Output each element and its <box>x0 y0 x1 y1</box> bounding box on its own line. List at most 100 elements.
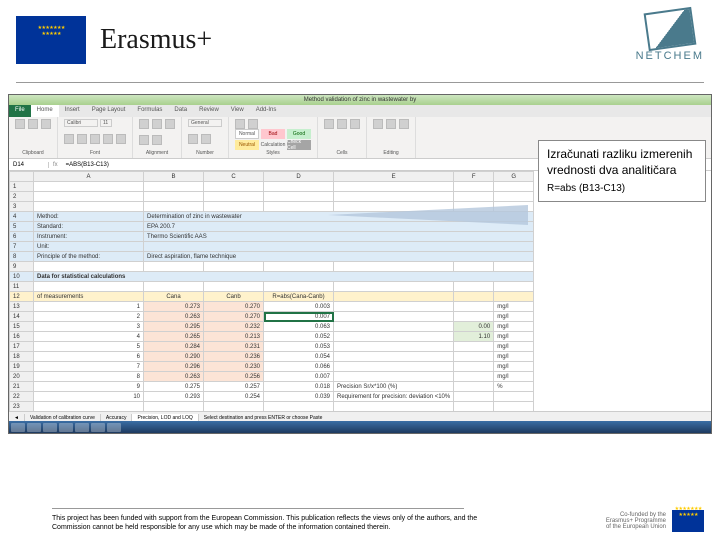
cell[interactable] <box>454 262 494 272</box>
cell[interactable] <box>144 182 204 192</box>
taskbar-item[interactable] <box>59 423 73 432</box>
taskbar-item[interactable] <box>107 423 121 432</box>
cell[interactable] <box>454 292 494 302</box>
font-name-select[interactable]: Calibri <box>64 119 98 127</box>
cell[interactable] <box>204 202 264 212</box>
cell[interactable] <box>264 262 334 272</box>
cell[interactable]: mg/l <box>494 342 534 352</box>
cell[interactable] <box>454 302 494 312</box>
copy-icon[interactable] <box>41 119 51 129</box>
row-hdr[interactable]: 15 <box>10 322 34 332</box>
taskbar-item[interactable] <box>27 423 41 432</box>
row-hdr[interactable]: 12 <box>10 292 34 302</box>
col-d[interactable]: D <box>264 172 334 182</box>
cell[interactable]: Precision Sr/x*100 (%) <box>334 382 454 392</box>
tab-view[interactable]: View <box>225 105 250 117</box>
cell[interactable]: 1.10 <box>454 332 494 342</box>
cell[interactable] <box>34 202 144 212</box>
cell[interactable]: 1 <box>34 302 144 312</box>
cell[interactable] <box>334 312 454 322</box>
corner-cell[interactable] <box>10 172 34 182</box>
cell[interactable] <box>264 182 334 192</box>
format-cell-icon[interactable] <box>350 119 360 129</box>
tab-review[interactable]: Review <box>193 105 225 117</box>
cell[interactable] <box>494 182 534 192</box>
cell[interactable]: 5 <box>34 342 144 352</box>
style-calc[interactable]: Calculation <box>261 140 285 150</box>
cell[interactable] <box>204 282 264 292</box>
cell[interactable] <box>334 192 454 202</box>
row-hdr[interactable]: 10 <box>10 272 34 282</box>
cell[interactable] <box>494 192 534 202</box>
cell[interactable]: Unit: <box>34 242 144 252</box>
align-left-icon[interactable] <box>139 119 149 129</box>
cell[interactable] <box>454 342 494 352</box>
bold-icon[interactable] <box>64 134 74 144</box>
cell[interactable]: Canb <box>204 292 264 302</box>
font-size-select[interactable]: 11 <box>100 119 112 127</box>
tab-formulas[interactable]: Formulas <box>131 105 168 117</box>
cell[interactable]: 0.231 <box>204 342 264 352</box>
cell[interactable] <box>264 202 334 212</box>
cell[interactable]: 8 <box>34 372 144 382</box>
cell[interactable] <box>454 362 494 372</box>
tab-addins[interactable]: Add-Ins <box>250 105 283 117</box>
border-icon[interactable] <box>103 134 113 144</box>
cell[interactable] <box>334 282 454 292</box>
cell[interactable]: 0.256 <box>204 372 264 382</box>
tab-data[interactable]: Data <box>168 105 193 117</box>
cell[interactable]: 0.273 <box>144 302 204 312</box>
cell[interactable]: 0.257 <box>204 382 264 392</box>
cell[interactable] <box>334 292 454 302</box>
row-hdr[interactable]: 20 <box>10 372 34 382</box>
row-hdr[interactable]: 8 <box>10 252 34 262</box>
cell[interactable]: 0.052 <box>264 332 334 342</box>
cell[interactable] <box>494 292 534 302</box>
cell[interactable] <box>334 352 454 362</box>
style-bad[interactable]: Bad <box>261 129 285 139</box>
cell[interactable] <box>204 262 264 272</box>
row-hdr[interactable]: 22 <box>10 392 34 402</box>
cell[interactable]: mg/l <box>494 332 534 342</box>
cell[interactable] <box>264 282 334 292</box>
cell[interactable]: 0.063 <box>264 322 334 332</box>
taskbar-item[interactable] <box>43 423 57 432</box>
row-hdr[interactable]: 13 <box>10 302 34 312</box>
cell[interactable] <box>264 192 334 202</box>
cell[interactable] <box>144 202 204 212</box>
underline-icon[interactable] <box>90 134 100 144</box>
col-g[interactable]: G <box>494 172 534 182</box>
sort-icon[interactable] <box>386 119 396 129</box>
find-icon[interactable] <box>399 119 409 129</box>
insert-cell-icon[interactable] <box>324 119 334 129</box>
cell[interactable] <box>34 192 144 202</box>
cell[interactable] <box>494 402 534 412</box>
row-hdr[interactable]: 4 <box>10 212 34 222</box>
row-hdr[interactable]: 23 <box>10 402 34 412</box>
cell[interactable]: 0.213 <box>204 332 264 342</box>
cell[interactable]: Method: <box>34 212 144 222</box>
cell[interactable]: mg/l <box>494 302 534 312</box>
cell[interactable]: 0.003 <box>264 302 334 312</box>
wrap-icon[interactable] <box>139 135 149 145</box>
cell[interactable] <box>454 372 494 382</box>
cell[interactable] <box>334 262 454 272</box>
cell[interactable] <box>454 192 494 202</box>
cell[interactable] <box>334 332 454 342</box>
cell[interactable] <box>334 402 454 412</box>
cell[interactable]: mg/l <box>494 322 534 332</box>
cell[interactable]: mg/l <box>494 362 534 372</box>
cell[interactable] <box>454 182 494 192</box>
cell[interactable] <box>454 402 494 412</box>
fill-icon[interactable] <box>116 134 126 144</box>
cell[interactable] <box>34 262 144 272</box>
tab-home[interactable]: Home <box>31 105 59 117</box>
cell[interactable] <box>144 402 204 412</box>
cell[interactable] <box>454 282 494 292</box>
cell[interactable]: Direct aspiration, flame technique <box>144 252 534 262</box>
cell[interactable] <box>144 262 204 272</box>
cell[interactable]: mg/l <box>494 312 534 322</box>
cell[interactable] <box>334 182 454 192</box>
tab-pagelayout[interactable]: Page Layout <box>86 105 132 117</box>
cell[interactable] <box>144 242 534 252</box>
